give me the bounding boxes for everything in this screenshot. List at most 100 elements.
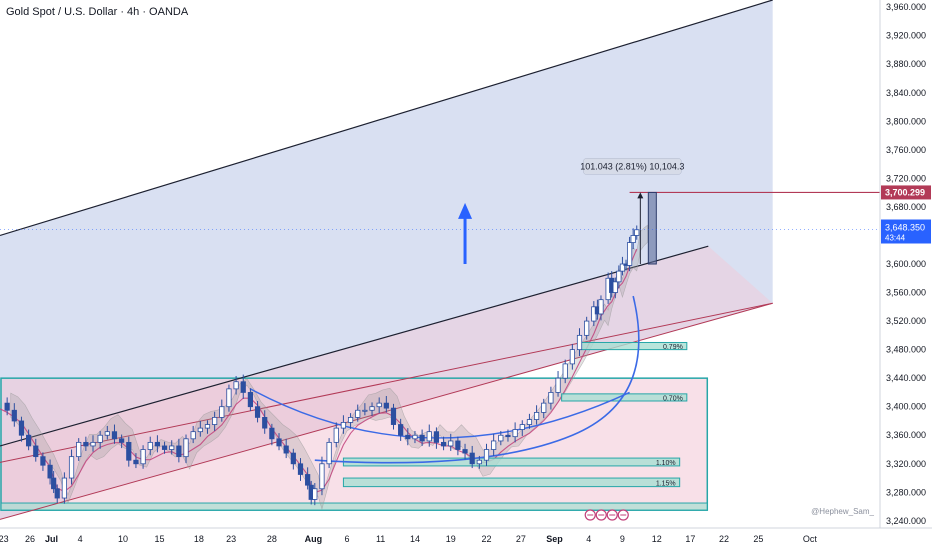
candle-body — [4, 402, 10, 411]
candle-body — [555, 377, 561, 393]
candle-body — [505, 434, 511, 438]
time-tick-label: Jul — [45, 534, 58, 544]
time-tick-label: 23 — [226, 534, 236, 544]
candle-body — [54, 488, 60, 499]
target-price-label: 3,700.299 — [885, 187, 925, 197]
price-tick-label: 3,280.000 — [886, 487, 926, 497]
price-tick-label: 3,960.000 — [886, 2, 926, 12]
time-tick-label: 25 — [753, 534, 763, 544]
candle-body — [476, 459, 482, 465]
fvg-zone — [342, 477, 681, 488]
measure-arrow-icon — [637, 192, 644, 199]
candle-body — [398, 424, 404, 436]
price-tick-label: 3,920.000 — [886, 31, 926, 41]
price-tick-label: 3,400.000 — [886, 402, 926, 412]
author-watermark: @Hephew_Sam_ — [811, 507, 874, 516]
candle-body — [419, 434, 425, 442]
candle-body — [598, 299, 604, 315]
candle-body — [83, 441, 89, 447]
bar-countdown: 43:44 — [885, 234, 906, 243]
time-tick-label: 18 — [194, 534, 204, 544]
candle-body — [340, 421, 347, 429]
candle-body — [305, 474, 311, 486]
price-tick-label: 3,760.000 — [886, 145, 926, 155]
time-tick-label: 4 — [78, 534, 83, 544]
candle-body — [90, 441, 96, 447]
plot-area[interactable]: 0.79% 0.70% 1.10% 1.15% 101.043 (2.81%) 10,1… — [0, 0, 880, 521]
candle-body — [462, 449, 468, 454]
channel-mid-line — [0, 245, 709, 447]
price-tick-label: 3,240.000 — [886, 516, 926, 526]
candle-body — [140, 449, 146, 465]
price-tick-label: 3,600.000 — [886, 259, 926, 269]
measure-label-box — [583, 158, 682, 175]
candle-body — [405, 434, 411, 440]
candle-body — [412, 434, 418, 440]
candle-body — [119, 438, 125, 443]
time-tick-label: 4 — [586, 534, 591, 544]
fvg-zone-label: 1.15% — [656, 480, 676, 487]
candle-body — [512, 429, 518, 438]
candle-body — [548, 392, 554, 404]
time-tick-label: 9 — [620, 534, 625, 544]
candle-body — [133, 459, 139, 465]
rounding-curve — [314, 295, 640, 464]
candle-body — [426, 431, 432, 442]
candle-body — [276, 438, 282, 447]
candle-body — [212, 417, 218, 425]
candle-body — [51, 477, 57, 490]
candle-body — [262, 417, 268, 429]
candle-body — [569, 349, 575, 365]
time-tick-label: 19 — [446, 534, 456, 544]
current-price-badge — [881, 219, 931, 244]
candle-body — [584, 320, 590, 336]
candle-body — [448, 440, 454, 447]
candle-body — [541, 402, 547, 413]
candle-body — [126, 441, 132, 461]
candle-body — [319, 463, 325, 490]
channel-red-line — [0, 302, 773, 463]
candle-body — [483, 449, 490, 461]
up-arrow-icon — [458, 202, 473, 219]
price-tick-label: 3,680.000 — [886, 202, 926, 212]
candle-body — [440, 441, 447, 447]
channel-upper-line — [0, 0, 773, 237]
price-tick-label: 3,800.000 — [886, 116, 926, 126]
candle-body — [47, 464, 53, 479]
candle-body — [519, 424, 525, 430]
candle-body — [240, 381, 246, 393]
time-tick-label: Sep — [546, 534, 563, 544]
time-tick-label: 17 — [685, 534, 695, 544]
candle-body — [619, 263, 626, 272]
candle-body — [18, 420, 25, 436]
time-tick-label: 6 — [344, 534, 349, 544]
fvg-zone-label: 0.79% — [663, 344, 683, 351]
price-axis[interactable]: 3,240.000 3,280.000 3,320.000 3,360.000 3,40… — [879, 0, 931, 528]
candle-body — [498, 434, 504, 442]
time-tick-label: 15 — [155, 534, 165, 544]
candle-body — [61, 477, 67, 499]
candle-body — [176, 445, 182, 458]
candle-body — [355, 409, 361, 418]
time-tick-label: 26 — [25, 534, 35, 544]
time-tick-label: 11 — [376, 534, 385, 544]
candle-body — [390, 407, 397, 425]
candle-body — [197, 427, 203, 433]
candle-body — [111, 431, 118, 440]
candle-body — [97, 434, 103, 443]
candle-body — [33, 445, 39, 458]
candle-body — [233, 381, 239, 390]
candle-body — [11, 409, 17, 422]
candle-body — [283, 445, 289, 454]
candle-body — [104, 431, 110, 436]
time-tick-label: 14 — [410, 534, 420, 544]
candle-body — [630, 235, 636, 243]
candle-body — [40, 456, 46, 466]
price-tick-label: 3,440.000 — [886, 373, 926, 383]
price-tick-label: 3,320.000 — [886, 459, 926, 469]
candle-body — [290, 452, 296, 465]
time-axis[interactable]: 23 26 Jul 4 10 15 18 23 28 Aug 6 11 14 19 22 27 Sep 4 9 12 1… — [0, 527, 932, 544]
price-tick-label: 3,520.000 — [886, 316, 926, 326]
price-tick-label: 3,880.000 — [886, 59, 926, 69]
